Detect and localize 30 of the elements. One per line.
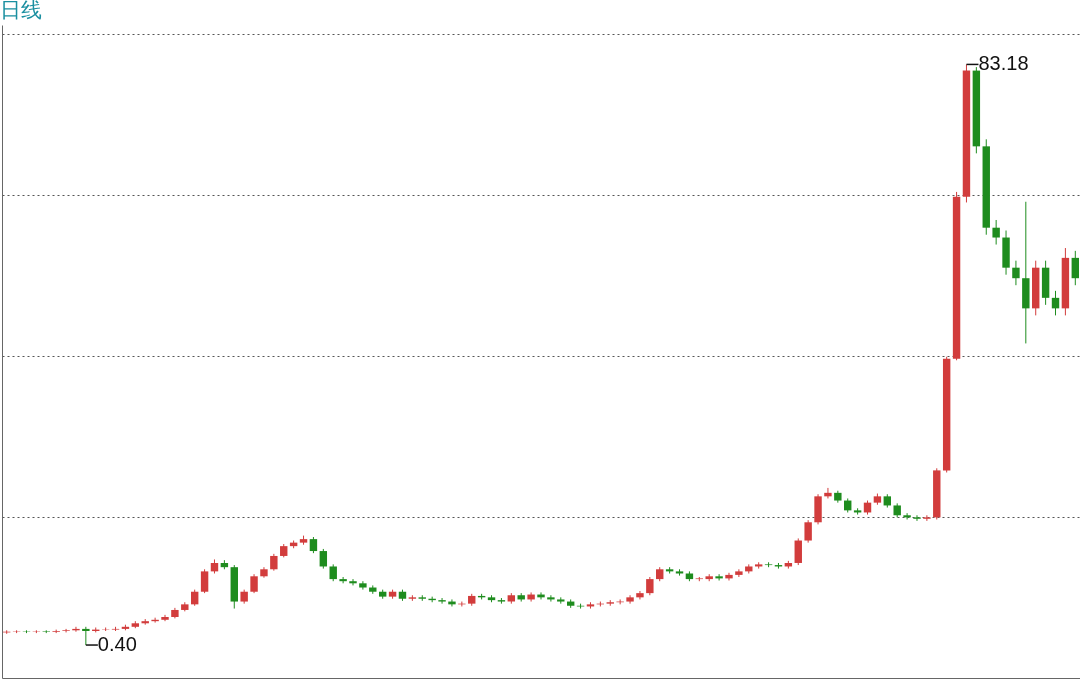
candlestick bbox=[903, 512, 911, 520]
candlestick bbox=[1012, 260, 1020, 286]
candlestick bbox=[992, 219, 1000, 246]
candlestick bbox=[250, 573, 258, 594]
candlestick bbox=[804, 519, 812, 544]
candlestick bbox=[200, 568, 209, 594]
candlestick bbox=[913, 514, 921, 522]
annotation: 0.40 bbox=[97, 633, 137, 656]
candlestick bbox=[646, 576, 654, 596]
candlestick bbox=[359, 580, 367, 591]
candlestick bbox=[715, 573, 723, 582]
candlestick bbox=[349, 578, 357, 586]
candlestick bbox=[735, 568, 743, 578]
candlestick bbox=[161, 614, 169, 622]
candlestick bbox=[824, 487, 832, 499]
chart-title: 日线 bbox=[0, 0, 42, 22]
candlestick bbox=[82, 626, 90, 646]
annotation: 83.18 bbox=[978, 52, 1029, 75]
candlestick bbox=[626, 594, 634, 605]
candlestick bbox=[547, 594, 555, 603]
candlestick bbox=[319, 548, 328, 570]
candlestick bbox=[794, 537, 802, 566]
candlestick bbox=[1051, 290, 1060, 316]
candlestick bbox=[923, 514, 931, 522]
candlestick bbox=[725, 572, 733, 582]
candlestick bbox=[62, 628, 70, 633]
candlestick bbox=[339, 576, 347, 584]
candlestick bbox=[636, 590, 644, 600]
candlestick bbox=[1071, 250, 1080, 286]
candlestick bbox=[438, 597, 446, 605]
